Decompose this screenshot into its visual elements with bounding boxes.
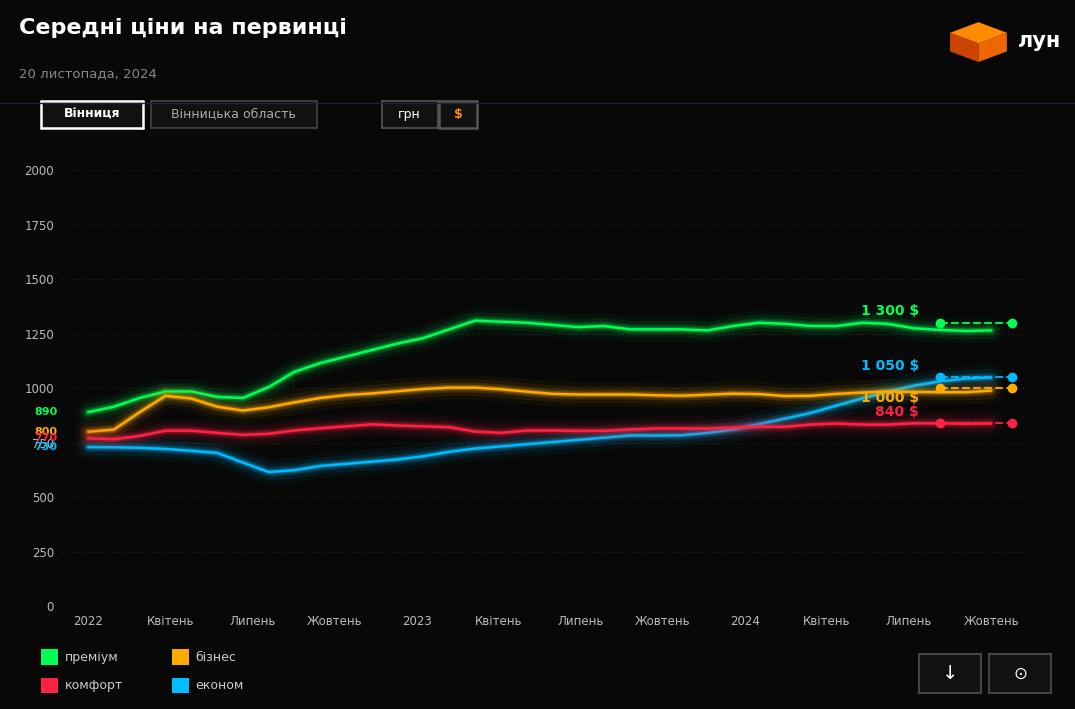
Text: преміум: преміум bbox=[64, 651, 118, 664]
Text: ↓: ↓ bbox=[942, 664, 959, 683]
Text: 1 000 $: 1 000 $ bbox=[861, 391, 919, 406]
Text: бізнес: бізнес bbox=[196, 651, 236, 664]
Text: Вінницька область: Вінницька область bbox=[171, 108, 297, 121]
Polygon shape bbox=[950, 33, 978, 62]
Text: ⊙: ⊙ bbox=[1014, 665, 1027, 683]
Text: комфорт: комфорт bbox=[64, 679, 123, 692]
Polygon shape bbox=[978, 33, 1007, 62]
Text: 890: 890 bbox=[34, 407, 57, 417]
Text: 840 $: 840 $ bbox=[875, 405, 919, 419]
Text: 730: 730 bbox=[34, 442, 57, 452]
Text: Вінниця: Вінниця bbox=[63, 108, 120, 121]
Text: 1 300 $: 1 300 $ bbox=[861, 304, 919, 318]
Text: 1 050 $: 1 050 $ bbox=[861, 359, 919, 374]
Text: 800: 800 bbox=[34, 427, 57, 437]
Text: 770: 770 bbox=[34, 433, 57, 443]
Text: $: $ bbox=[454, 108, 462, 121]
Text: лун: лун bbox=[1017, 30, 1061, 51]
Text: Середні ціни на первинці: Середні ціни на первинці bbox=[19, 18, 347, 38]
Text: грн: грн bbox=[398, 108, 421, 121]
Text: 20 листопада, 2024: 20 листопада, 2024 bbox=[19, 67, 157, 80]
Text: економ: економ bbox=[196, 679, 244, 692]
Polygon shape bbox=[950, 22, 1007, 43]
